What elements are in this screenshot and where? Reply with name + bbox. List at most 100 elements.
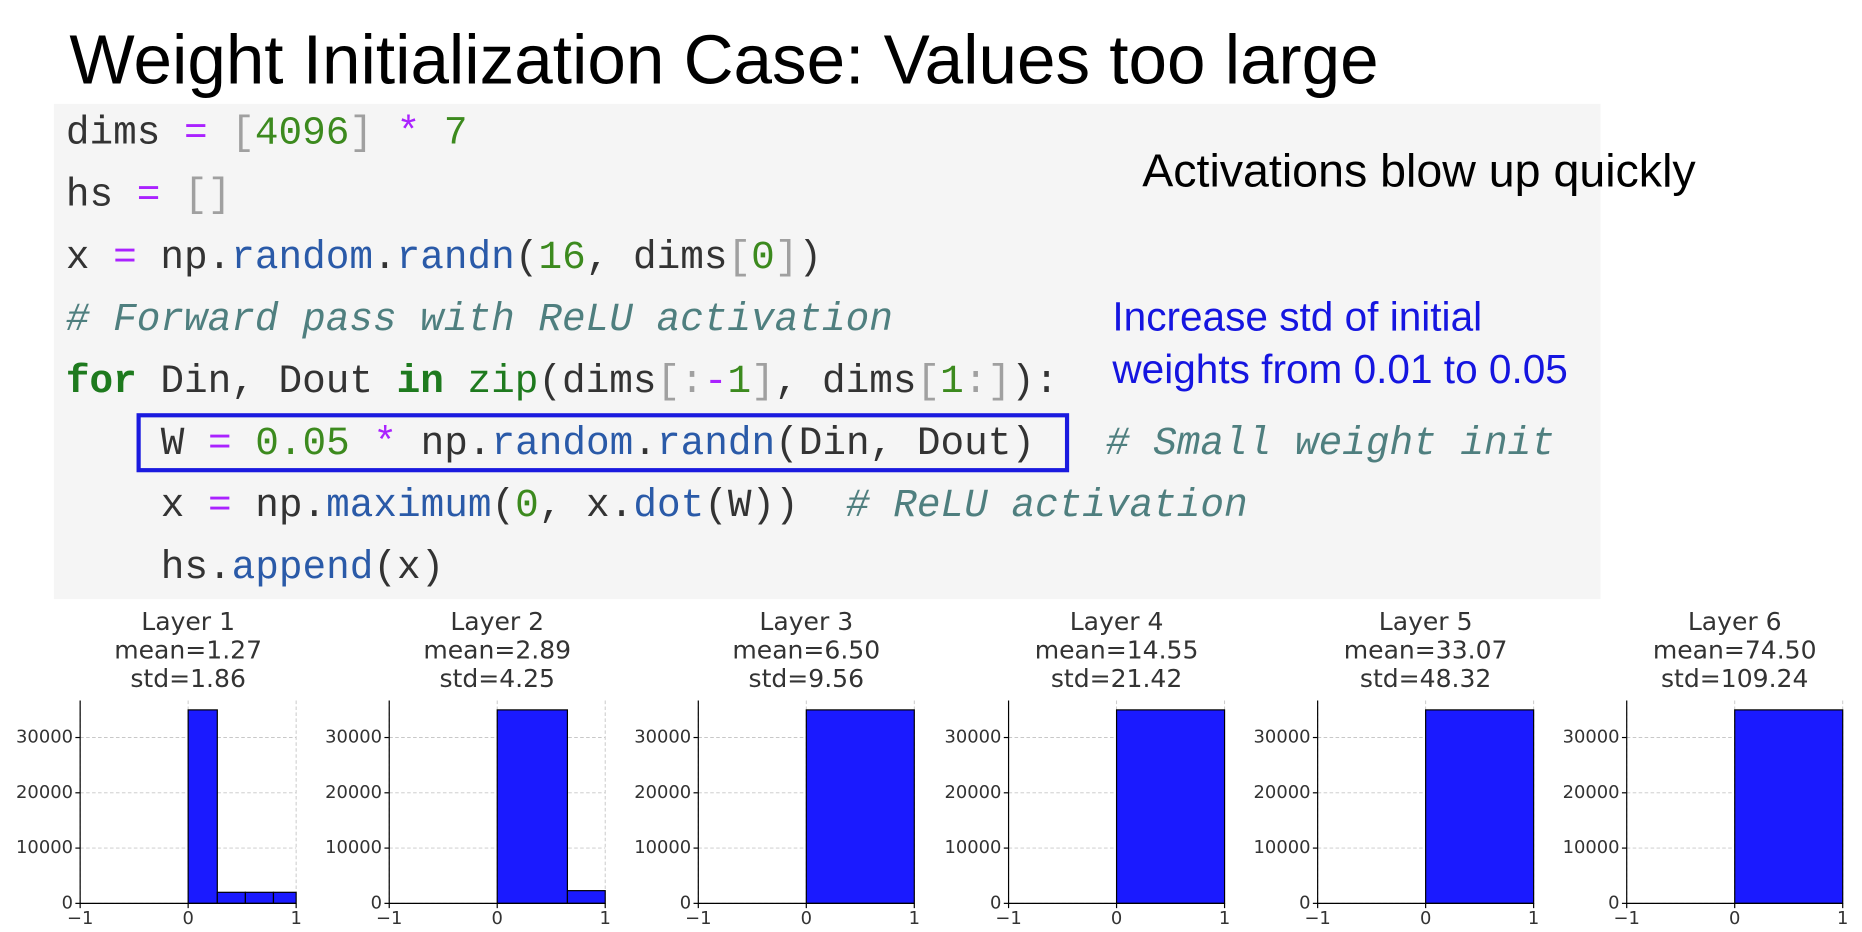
bar [216,891,246,904]
x-tick-label: 1 [1837,908,1848,929]
code-line: for Din, Dout in zip(dims[:-1], dims[1:]… [66,359,1059,404]
x-tick-label: 0 [492,908,503,929]
y-tick-label: 20000 [325,782,382,803]
code-line: x = np.random.randn(16, dims[0]) [66,235,822,280]
note-line: weights from 0.01 to 0.05 [1111,346,1567,392]
y-tick-label: 20000 [944,782,1001,803]
code-lines: dims = [4096] * 7hs = []x = np.random.ra… [66,111,1555,590]
code-token: 0 [515,483,539,528]
code-token: ( [492,483,516,528]
code-token: np. [160,235,231,280]
x-tick-label: 0 [1420,908,1431,929]
code-token: = [184,483,255,528]
code-line: dims = [4096] * 7 [66,111,468,156]
code-token: maximum [326,483,491,528]
y-tick-label: 30000 [1254,727,1311,748]
code-token: ): [1011,359,1058,404]
code-token: * [373,111,444,156]
panel-title: std=109.24 [1661,664,1808,693]
y-tick-label: 0 [990,892,1001,913]
slide-title: Weight Initialization Case: Values too l… [69,21,1378,99]
code-token: [: [657,359,704,404]
panel-title: mean=14.55 [1035,636,1199,665]
x-tick-label: −1 [995,908,1021,929]
code-token: = [89,235,160,280]
panel-title: mean=74.50 [1653,636,1817,665]
x-tick-label: −1 [685,908,711,929]
y-tick-label: 20000 [634,782,691,803]
code-token: ] [349,111,373,156]
bar [1425,709,1535,904]
y-tick-label: 20000 [1563,782,1620,803]
panel-title: Layer 4 [1070,607,1164,636]
code-token: , x. [539,483,634,528]
code-token: 4096 [255,111,350,156]
panel-title: Layer 5 [1379,607,1473,636]
y-tick-label: 30000 [16,727,73,748]
code-token: # Small weight init [1035,421,1555,466]
y-tick-label: 10000 [16,837,73,858]
y-tick-label: 30000 [944,727,1001,748]
y-tick-label: 10000 [1563,837,1620,858]
x-tick-label: 1 [290,908,301,929]
panel-title: Layer 3 [759,607,853,636]
y-tick-label: 30000 [634,727,691,748]
code-token: (Din, Dout) [775,421,1035,466]
bar [244,891,275,904]
code-token: ( [515,235,539,280]
code-token: randn [657,421,775,466]
code-token: [ [917,359,941,404]
code-token: , dims [775,359,917,404]
bar [1115,709,1226,904]
code-token: = [113,173,184,218]
panel-title: mean=33.07 [1344,636,1508,665]
code-token: [] [184,173,231,218]
code-token: random [231,235,373,280]
y-tick-label: 20000 [1254,782,1311,803]
code-token: (W)) [704,483,799,528]
bar [187,709,218,904]
panel-title: std=9.56 [749,664,865,693]
bar [1734,709,1844,904]
code-token: 0.05 [255,421,350,466]
code-token: . [633,421,657,466]
highlight-box [136,413,1070,473]
x-tick-label: 0 [1729,908,1740,929]
y-tick-label: 10000 [325,837,382,858]
y-tick-label: 10000 [634,837,691,858]
code-token: x [66,235,90,280]
y-tick-label: 0 [371,892,382,913]
code-token: dims [66,111,161,156]
code-token: * [350,421,421,466]
code-token: (x) [373,545,444,590]
code-token: - [704,359,728,404]
x-tick-label: 1 [909,908,920,929]
x-tick-label: −1 [1614,908,1640,929]
code-token: . [373,235,397,280]
y-tick-label: 0 [1299,892,1310,913]
code-token: 7 [444,111,468,156]
panel-title: Layer 6 [1688,607,1782,636]
code-token: randn [397,235,515,280]
code-line: hs.append(x) [161,545,445,590]
bar [566,890,606,904]
code-token: zip [444,359,539,404]
bar [805,709,915,904]
y-tick-label: 20000 [16,782,73,803]
bar [496,709,569,904]
x-tick-label: −1 [376,908,402,929]
code-token: [ [231,111,255,156]
panel-title: mean=2.89 [423,636,571,665]
code-token: [ [728,235,752,280]
code-token: ) [798,235,822,280]
code-token: Din, Dout [137,359,397,404]
panel-title: Layer 1 [141,607,235,636]
x-tick-label: 1 [1219,908,1230,929]
x-tick-label: 0 [801,908,812,929]
histograms: Layer 1mean=1.27std=1.860100002000030000… [16,607,1848,929]
code-token: (dims [538,359,656,404]
code-token: 1 [940,359,964,404]
code-token: = [160,111,231,156]
